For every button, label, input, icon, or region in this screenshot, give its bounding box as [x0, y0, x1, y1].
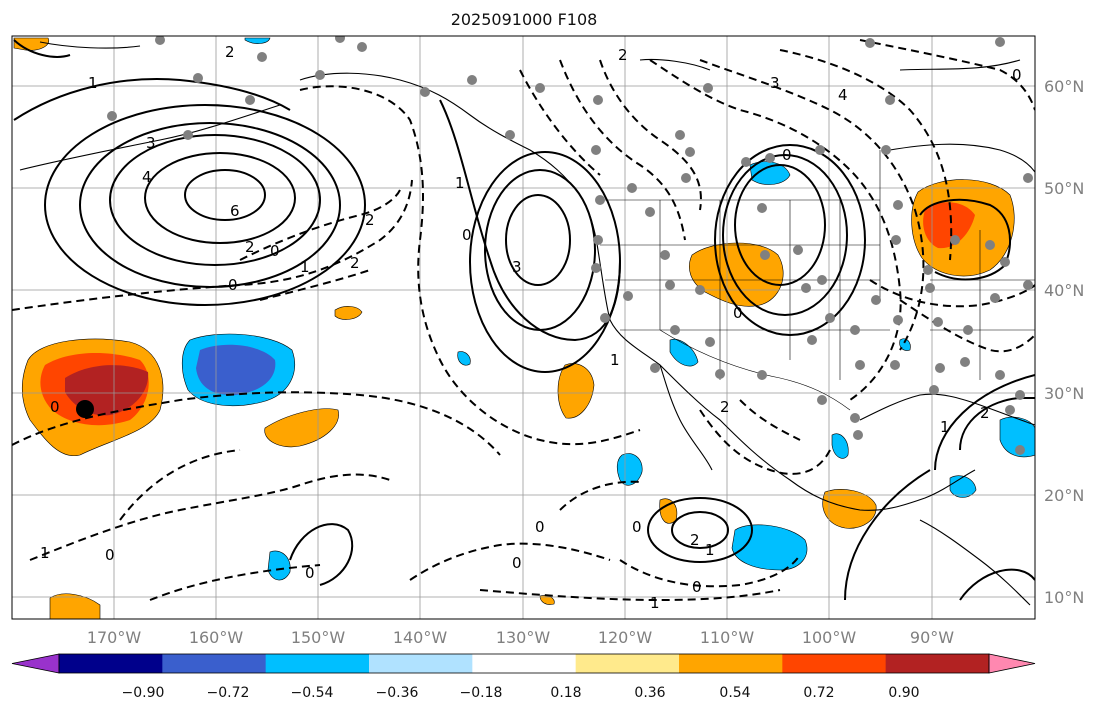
- contour-label: 1: [705, 541, 715, 559]
- longitude-labels: 170°W 160°W 150°W 140°W 130°W 120°W 110°…: [87, 628, 954, 647]
- lat-label: 60°N: [1044, 77, 1084, 96]
- contour-label: 2: [690, 531, 700, 549]
- colorbar-segment: [472, 654, 577, 673]
- contour-label: 0: [535, 518, 545, 536]
- colorbar-tick-label: −0.36: [376, 685, 419, 701]
- contour-label: 0: [305, 564, 315, 582]
- latitude-labels: 60°N 50°N 40°N 30°N 20°N 10°N: [1044, 77, 1084, 607]
- positive-anomaly-rockies: [689, 242, 784, 307]
- coastlines: [19, 41, 1035, 606]
- contour-label: 1: [455, 174, 465, 192]
- colorbar-tick-label: −0.18: [460, 685, 503, 701]
- colorbar-segment: [369, 654, 473, 673]
- colorbar-segment: [782, 654, 887, 673]
- contour-label: 0: [462, 226, 472, 244]
- contour-label: 0: [632, 518, 642, 536]
- colorbar-segment: [679, 654, 783, 673]
- colorbar-tick-label: 0.36: [634, 685, 665, 701]
- lon-label: 140°W: [393, 628, 448, 647]
- contour-label: 0: [512, 554, 522, 572]
- contour-label: 3: [770, 74, 780, 92]
- colorbar-extend-max: [988, 653, 1036, 674]
- contour-label: 0: [1012, 66, 1022, 84]
- lon-label: 150°W: [291, 628, 346, 647]
- colorbar-tick-label: 0.54: [719, 685, 750, 701]
- colorbar-segment: [575, 654, 680, 673]
- colorbar-tick-label: 0.90: [888, 685, 919, 701]
- colorbar-border: [58, 653, 990, 674]
- contour-label: 1: [610, 351, 620, 369]
- contour-label: 1: [40, 544, 50, 562]
- map-title: 2025091000 F108: [450, 10, 598, 29]
- contour-label: 0: [270, 242, 280, 260]
- contour-label: 6: [230, 202, 240, 220]
- contour-label: 1: [650, 594, 660, 612]
- colorbar-tick-label: 0.72: [803, 685, 834, 701]
- lat-label: 40°N: [1044, 281, 1084, 300]
- contour-label-group: 1 2 3 4 6 2 0 1 0 0 3 0 1 2 0 2 0 1 2 0 …: [40, 43, 1022, 612]
- contour-label: 1: [300, 258, 310, 276]
- contour-label: 1: [940, 418, 950, 436]
- contour-label: 0: [782, 146, 792, 164]
- colorbar-extend-min: [11, 653, 60, 674]
- contour-label: 2: [618, 46, 628, 64]
- colorbar-segment: [265, 654, 370, 673]
- colorbar-segment: [885, 654, 990, 673]
- map-border: [11, 35, 1036, 620]
- lon-label: 110°W: [700, 628, 755, 647]
- contour-label: 2: [720, 398, 730, 416]
- colorbar-tick-label: 0.18: [550, 685, 581, 701]
- contour-label: 2: [350, 254, 360, 272]
- contour-label: 3: [146, 134, 156, 152]
- lon-label: 100°W: [802, 628, 857, 647]
- colorbar-segment: [59, 654, 163, 673]
- contours-positive: [13, 39, 1035, 601]
- contour-label: 0: [228, 276, 238, 294]
- colorbar-tick-label: −0.90: [122, 685, 165, 701]
- lat-label: 50°N: [1044, 179, 1084, 198]
- lat-label: 20°N: [1044, 486, 1084, 505]
- contour-label: 0: [105, 546, 115, 564]
- lat-label: 30°N: [1044, 384, 1084, 403]
- lon-label: 90°W: [910, 628, 954, 647]
- colorbar-tick-label: −0.72: [207, 685, 250, 701]
- contour-label: 3: [512, 258, 522, 276]
- colorbar-labels: −0.90 −0.72 −0.54 −0.36 −0.18 0.18 0.36 …: [122, 685, 920, 701]
- contour-label: 2: [365, 211, 375, 229]
- lon-label: 170°W: [87, 628, 142, 647]
- storm-center-marker: [76, 400, 94, 418]
- contour-label: 0: [692, 578, 702, 596]
- contour-label: 2: [980, 404, 990, 422]
- station-markers: [107, 36, 1033, 455]
- lat-label: 10°N: [1044, 588, 1084, 607]
- contour-label: 4: [838, 86, 848, 104]
- contour-label: 1: [88, 74, 98, 92]
- colorbar: [11, 653, 1036, 674]
- contour-label: 4: [142, 168, 152, 186]
- colorbar-tick-label: −0.54: [291, 685, 334, 701]
- contour-label: 2: [225, 43, 235, 61]
- lon-label: 130°W: [496, 628, 551, 647]
- contour-label: 0: [50, 398, 60, 416]
- contour-label: 2: [245, 238, 255, 256]
- lon-label: 160°W: [189, 628, 244, 647]
- contour-label: 0: [733, 304, 743, 322]
- lon-label: 120°W: [598, 628, 653, 647]
- colorbar-segment: [162, 654, 267, 673]
- contours-negative: [12, 39, 1035, 602]
